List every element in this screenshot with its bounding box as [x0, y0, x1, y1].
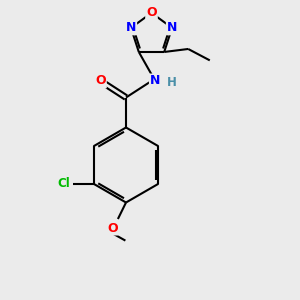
Text: H: H: [167, 76, 177, 89]
Text: N: N: [167, 21, 177, 34]
Text: O: O: [146, 6, 157, 20]
Text: O: O: [107, 221, 118, 235]
Text: N: N: [126, 21, 136, 34]
Text: O: O: [95, 74, 106, 88]
Text: N: N: [150, 74, 160, 88]
Text: Cl: Cl: [57, 177, 70, 190]
